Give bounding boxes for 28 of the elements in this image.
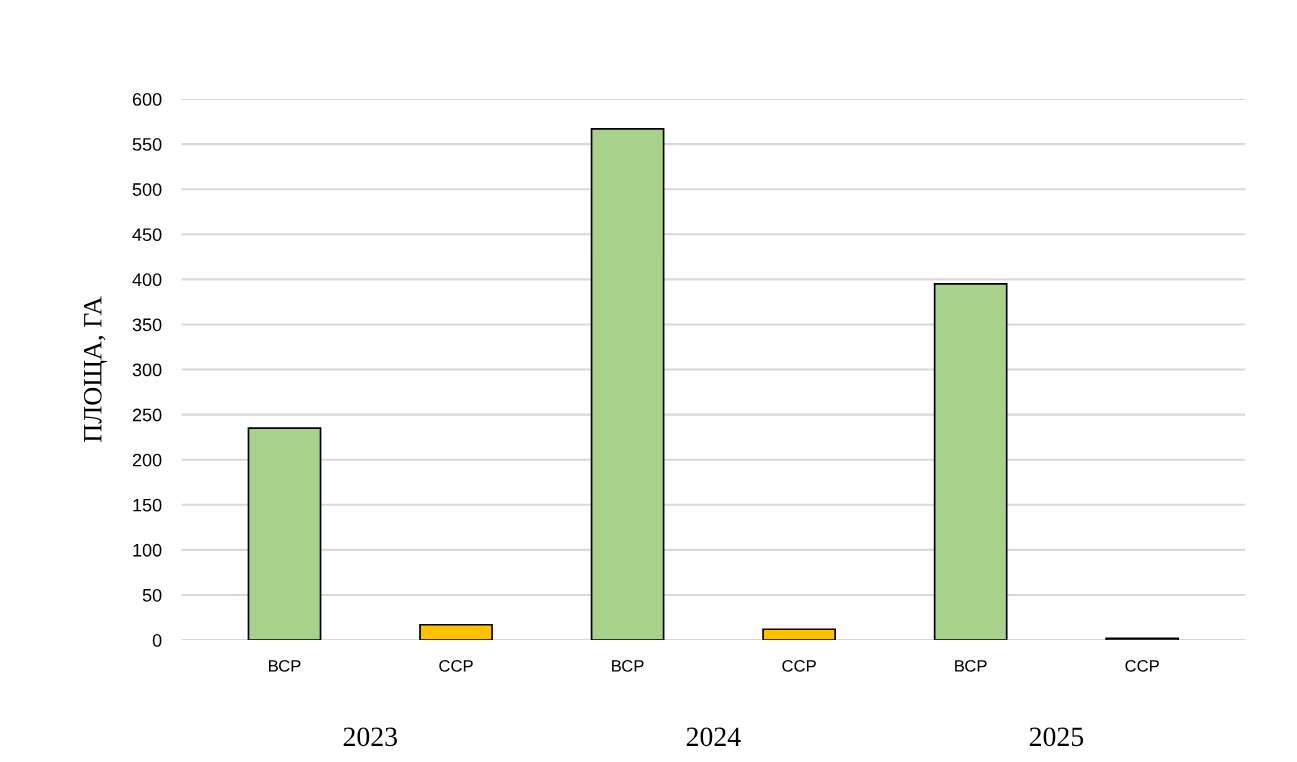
y-tick-label: 150	[133, 498, 162, 512]
y-tick-label: 100	[133, 543, 162, 557]
y-tick-label: 500	[132, 183, 162, 196]
bar	[247, 427, 322, 641]
y-axis-title: ПЛОЩА, ГА	[83, 296, 108, 442]
y-tick-label: 0	[152, 634, 162, 647]
text: 2024	[686, 727, 741, 747]
bar	[933, 283, 1008, 641]
y-tick-label: 250	[132, 408, 162, 422]
y-tick-label: 350	[132, 318, 162, 332]
x-tick-label: ССР	[439, 659, 473, 672]
bar	[762, 628, 836, 641]
y-tick-label: 600	[132, 92, 162, 106]
y-tick-label: 550	[132, 138, 162, 151]
x-tick-label: ВСР	[269, 659, 301, 672]
text: 2025	[1029, 727, 1084, 747]
x-tick-label: ВСР	[612, 659, 644, 672]
y-tick-label: 450	[132, 228, 162, 242]
bar	[590, 127, 665, 641]
y-tick-label: 300	[132, 363, 162, 377]
y-tick-label: 50	[142, 588, 162, 602]
y-tick-label: 400	[132, 273, 162, 287]
x-tick-label: ССР	[1125, 659, 1159, 672]
x-tick-label: ВСР	[955, 659, 987, 672]
y-tick-label: 200	[132, 453, 162, 467]
bar	[419, 623, 493, 641]
x-tick-label: ССР	[782, 659, 816, 672]
text: 2023	[343, 727, 397, 747]
